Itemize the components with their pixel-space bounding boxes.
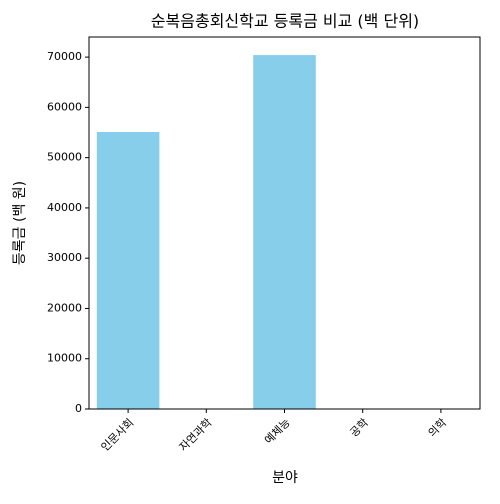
y-tick-label: 20000 <box>47 301 82 314</box>
plot-frame <box>88 36 481 410</box>
y-tick-label: 30000 <box>47 251 82 264</box>
x-tick-label: 인문사회 <box>99 416 137 454</box>
x-tick-label: 의학 <box>426 416 450 440</box>
y-tick-label: 50000 <box>47 151 82 164</box>
x-tick-label: 예체능 <box>262 416 293 447</box>
y-tick-label: 40000 <box>47 201 82 214</box>
x-tick-label: 공학 <box>347 416 371 440</box>
y-tick-label: 70000 <box>47 50 82 63</box>
x-axis-label: 분야 <box>272 470 298 486</box>
y-tick-label: 60000 <box>47 100 82 113</box>
bar <box>96 132 160 409</box>
x-tick-label: 자연과학 <box>177 416 215 454</box>
y-tick-label: 0 <box>75 402 82 415</box>
bar <box>253 55 316 410</box>
y-axis-label: 등록금 (백 원) <box>12 181 28 265</box>
y-tick-label: 10000 <box>47 352 82 365</box>
chart-title: 순복음총회신학교 등록금 비교 (백 단위) <box>151 12 419 31</box>
